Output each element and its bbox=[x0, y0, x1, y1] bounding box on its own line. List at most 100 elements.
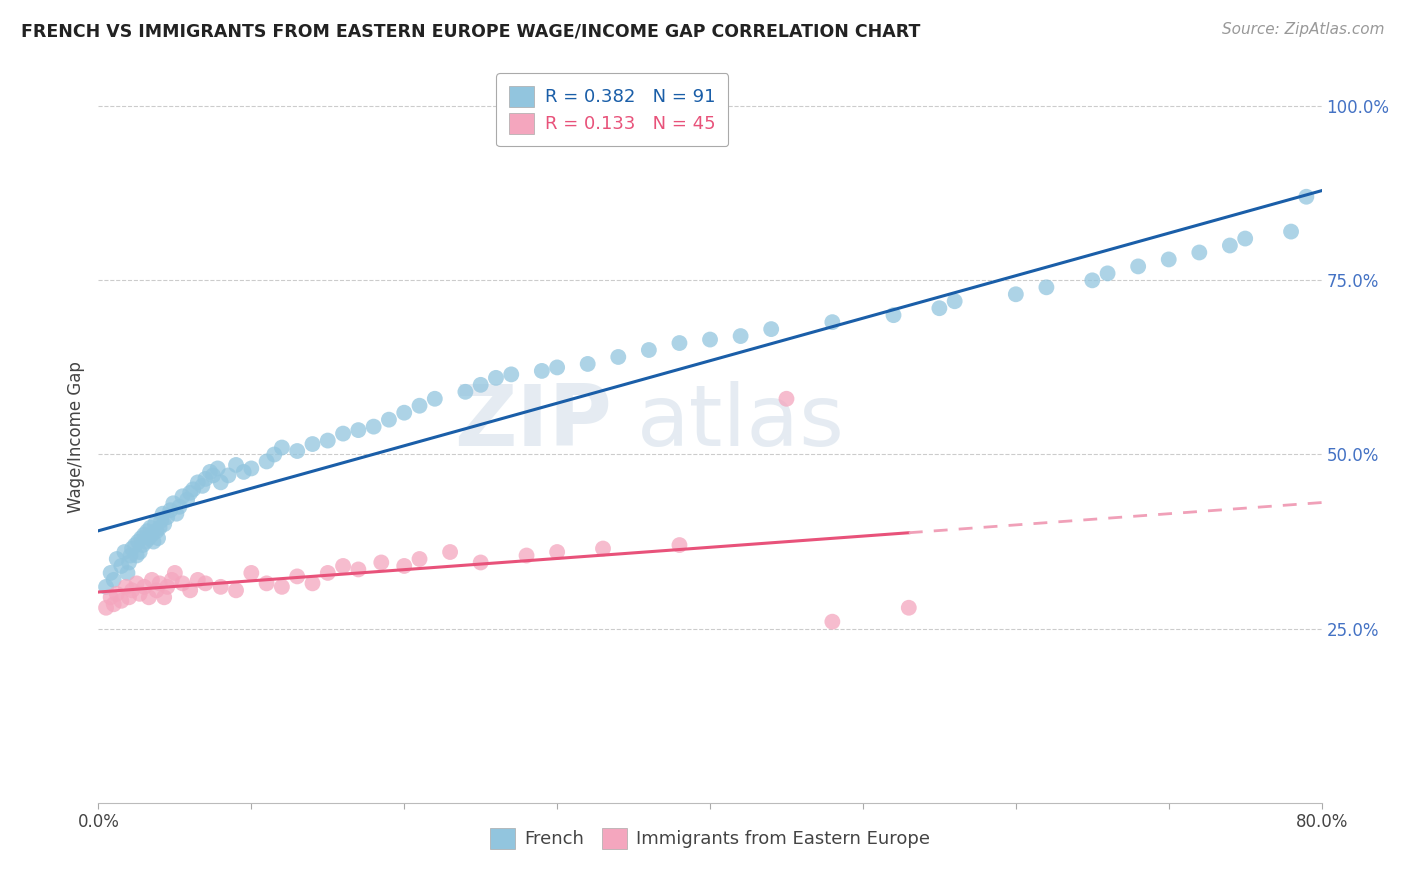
Point bbox=[408, 399, 430, 413]
Point bbox=[141, 573, 163, 587]
Point bbox=[470, 556, 492, 570]
Point bbox=[240, 461, 263, 475]
Point bbox=[191, 479, 214, 493]
Point bbox=[699, 333, 721, 347]
Point bbox=[347, 423, 370, 437]
Point bbox=[172, 489, 194, 503]
Point bbox=[134, 580, 156, 594]
Point bbox=[607, 350, 630, 364]
Point bbox=[883, 308, 905, 322]
Point bbox=[332, 426, 354, 441]
Point bbox=[285, 444, 308, 458]
Y-axis label: Wage/Income Gap: Wage/Income Gap bbox=[66, 361, 84, 513]
Point bbox=[370, 556, 392, 570]
Point bbox=[592, 541, 614, 556]
Point bbox=[775, 392, 797, 406]
Point bbox=[202, 468, 225, 483]
Point bbox=[145, 524, 167, 538]
Point bbox=[142, 534, 165, 549]
Point bbox=[152, 507, 174, 521]
Point bbox=[110, 558, 132, 573]
Point bbox=[209, 580, 232, 594]
Point bbox=[149, 576, 172, 591]
Point bbox=[179, 485, 201, 500]
Point bbox=[516, 549, 538, 563]
Point bbox=[423, 392, 446, 406]
Point bbox=[378, 412, 401, 426]
Point bbox=[546, 545, 568, 559]
Point bbox=[159, 503, 181, 517]
Point bbox=[1188, 245, 1211, 260]
Point bbox=[100, 566, 122, 580]
Point bbox=[363, 419, 385, 434]
Point bbox=[225, 583, 247, 598]
Point bbox=[103, 573, 125, 587]
Text: atlas: atlas bbox=[637, 381, 845, 464]
Point bbox=[156, 510, 179, 524]
Point bbox=[408, 552, 430, 566]
Point bbox=[454, 384, 477, 399]
Point bbox=[156, 580, 179, 594]
Point bbox=[176, 492, 198, 507]
Point bbox=[209, 475, 232, 490]
Point bbox=[576, 357, 599, 371]
Point bbox=[138, 531, 160, 545]
Point bbox=[179, 583, 201, 598]
Point bbox=[117, 566, 139, 580]
Point bbox=[668, 538, 690, 552]
Point bbox=[1234, 231, 1257, 245]
Point bbox=[103, 597, 125, 611]
Point bbox=[821, 615, 844, 629]
Point bbox=[135, 534, 157, 549]
Point bbox=[127, 534, 149, 549]
Point bbox=[143, 517, 166, 532]
Point bbox=[94, 600, 117, 615]
Point bbox=[240, 566, 263, 580]
Point bbox=[105, 587, 128, 601]
Point bbox=[285, 569, 308, 583]
Point bbox=[1157, 252, 1180, 267]
Point bbox=[501, 368, 523, 382]
Point bbox=[821, 315, 844, 329]
Point bbox=[149, 521, 172, 535]
Point bbox=[1081, 273, 1104, 287]
Point bbox=[145, 583, 167, 598]
Point bbox=[1004, 287, 1026, 301]
Point bbox=[134, 527, 156, 541]
Point bbox=[1295, 190, 1317, 204]
Point bbox=[1279, 225, 1302, 239]
Point bbox=[301, 437, 323, 451]
Point bbox=[759, 322, 782, 336]
Point bbox=[169, 500, 191, 514]
Point bbox=[256, 454, 278, 468]
Point bbox=[125, 576, 148, 591]
Point bbox=[439, 545, 461, 559]
Point bbox=[162, 496, 184, 510]
Point bbox=[198, 465, 221, 479]
Point bbox=[943, 294, 966, 309]
Point bbox=[141, 527, 163, 541]
Point bbox=[332, 558, 354, 573]
Point bbox=[132, 538, 155, 552]
Point bbox=[172, 576, 194, 591]
Point bbox=[897, 600, 920, 615]
Point bbox=[118, 591, 141, 605]
Point bbox=[125, 549, 148, 563]
Text: ZIP: ZIP bbox=[454, 381, 612, 464]
Point bbox=[187, 475, 209, 490]
Point bbox=[270, 580, 292, 594]
Point bbox=[485, 371, 508, 385]
Point bbox=[316, 566, 339, 580]
Point bbox=[392, 406, 416, 420]
Point bbox=[138, 591, 160, 605]
Point bbox=[301, 576, 323, 591]
Point bbox=[120, 549, 142, 563]
Text: FRENCH VS IMMIGRANTS FROM EASTERN EUROPE WAGE/INCOME GAP CORRELATION CHART: FRENCH VS IMMIGRANTS FROM EASTERN EUROPE… bbox=[21, 22, 921, 40]
Point bbox=[163, 566, 186, 580]
Point bbox=[270, 441, 292, 455]
Text: Source: ZipAtlas.com: Source: ZipAtlas.com bbox=[1222, 22, 1385, 37]
Point bbox=[225, 458, 247, 472]
Point bbox=[139, 521, 162, 535]
Point bbox=[153, 517, 176, 532]
Point bbox=[165, 507, 187, 521]
